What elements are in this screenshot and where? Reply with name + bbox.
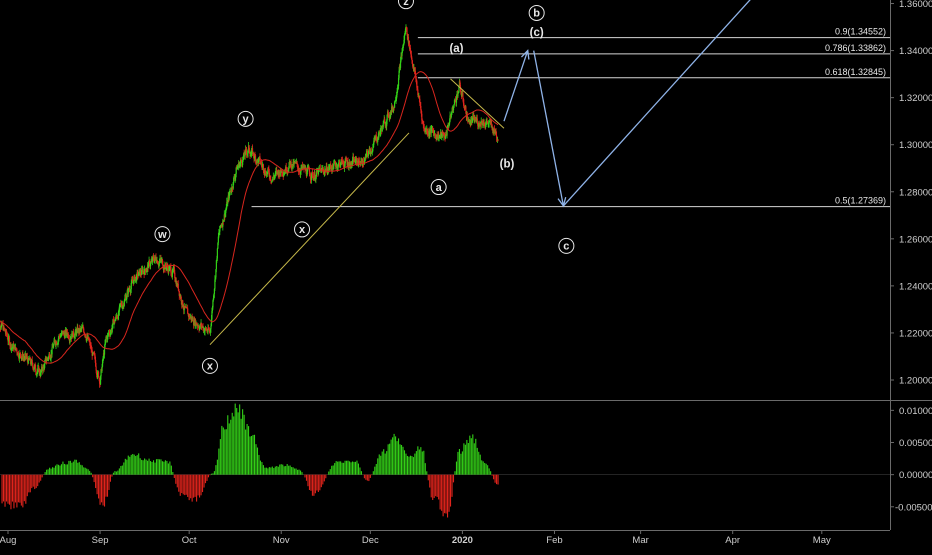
candle-body [477,118,478,123]
wave-label: (c) [530,27,544,39]
osc-tick-label: 0.00000 [899,470,932,481]
price-tick-label: 1.22000 [899,328,932,339]
candle-body [246,151,247,154]
wave-label: z [403,0,409,8]
candle-body [462,93,463,99]
candle-body [406,28,407,34]
candle-body [250,156,251,157]
price-tick-label: 1.26000 [899,234,932,245]
candle-body [270,179,271,181]
time-tick-label: Dec [362,535,379,546]
candle-body [383,123,384,127]
wave-label: b [533,8,540,20]
time-tick-label: Sep [92,535,109,546]
price-tick-label: 1.34000 [899,46,932,57]
price-tick-label: 1.32000 [899,93,932,104]
fib-level-label: 0.5(1.27369) [835,196,886,206]
price-tick-label: 1.24000 [899,281,932,292]
time-tick-label: Mar [632,535,648,546]
candle-body [187,309,188,314]
time-tick-label: Oct [182,535,197,546]
projection-leg-final [563,0,827,206]
candle-body [51,347,52,354]
fib-level-label: 0.618(1.32845) [825,67,886,77]
candle-body [124,301,125,305]
candle-body [218,232,219,236]
candle-body [372,148,373,151]
price-tick-label: 1.30000 [899,140,932,151]
osc-tick-label: 0.00500 [899,438,932,449]
osc-tick-label: 0.01000 [899,406,932,417]
candle-body [446,129,447,135]
candle-body [126,295,127,300]
price-tick-label: 1.36000 [899,0,932,10]
candle-body [178,284,179,289]
candle-body [409,41,410,48]
time-tick-label: 2020 [452,535,473,546]
time-tick-label: Nov [273,535,290,546]
time-tick-label: May [813,535,831,546]
wave-label: c [563,241,569,253]
price-tick-label: 1.28000 [899,187,932,198]
candle-body [411,58,412,60]
time-tick-label: Apr [725,535,740,546]
wave-label: y [243,114,250,126]
wave-label: x [207,361,214,373]
wave-label: a [436,182,443,194]
osc-tick-label: -0.00500 [895,502,932,513]
moving-average-line [0,72,498,364]
fib-level-label: 0.786(1.33862) [825,43,886,53]
wave-label: x [299,224,306,236]
candle-body [497,140,498,141]
candle-body [283,174,284,175]
candle-body [457,93,458,96]
price-tick-label: 1.20000 [899,376,932,387]
wave-label: (b) [500,159,515,171]
projection-leg-up [504,51,528,122]
candle-body [44,364,45,368]
wave-label: w [157,229,167,241]
candle-body [178,289,179,291]
time-tick-label: Feb [546,535,562,546]
wave-label: (a) [449,43,463,55]
time-tick-label: Aug [0,535,16,546]
candle-body [20,354,21,358]
projection-leg-down [534,51,564,206]
candle-body [296,161,297,163]
fib-level-label: 0.9(1.34552) [835,27,886,37]
candle-body [394,102,395,108]
candle-body [217,249,218,259]
